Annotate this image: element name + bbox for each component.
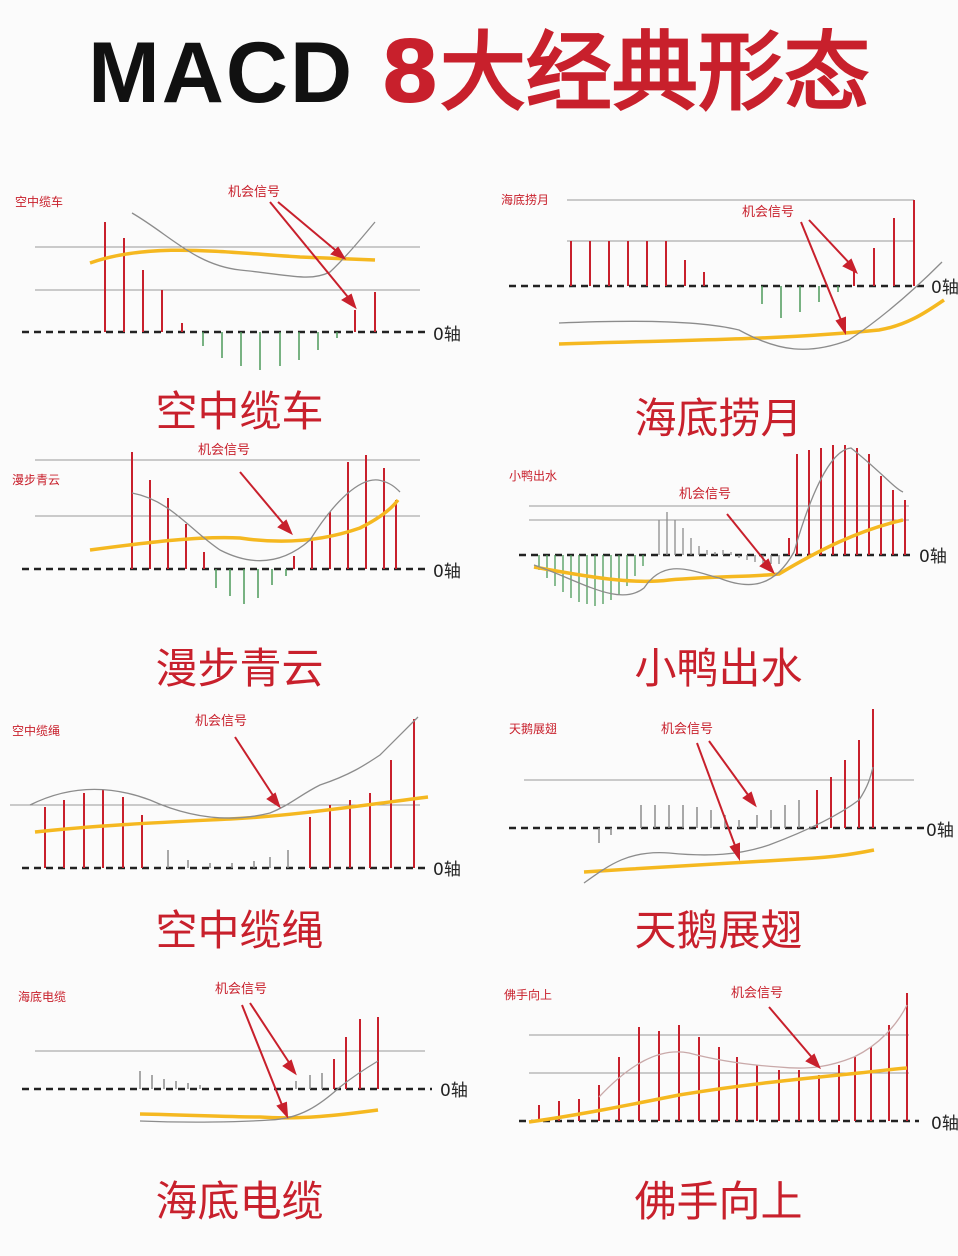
dea-line xyxy=(558,298,945,346)
panel-tag: 海底捞月 xyxy=(501,192,549,207)
signal-label: 机会信号 xyxy=(198,443,250,458)
macd-green-bars xyxy=(761,286,839,318)
macd-red-bars xyxy=(104,222,376,332)
dea-line xyxy=(583,848,875,874)
macd-red-bars xyxy=(538,993,908,1121)
pattern-caption: 空中缆绳 xyxy=(155,906,324,955)
pattern-caption: 小鸭出水 xyxy=(634,644,803,693)
panel-tag: 小鸭出水 xyxy=(509,469,557,483)
signal-label: 机会信号 xyxy=(215,982,267,997)
zero-label: 0轴 xyxy=(433,562,461,582)
dif-line xyxy=(558,261,943,350)
panel-tag: 漫步青云 xyxy=(12,473,60,487)
panel-tag: 空中缆车 xyxy=(15,194,63,209)
signal-label: 机会信号 xyxy=(228,185,280,200)
pattern-panel-haidi-laoyue: 机会信号 海底捞月 0轴 海底捞月 xyxy=(479,180,958,445)
dif-line xyxy=(533,447,904,596)
signal-arrow xyxy=(768,1006,821,1070)
signal-arrow xyxy=(800,219,858,336)
dif-line xyxy=(29,716,419,819)
macd-red-bars xyxy=(570,200,915,286)
pattern-panel-foshou-xiangshang: 机会信号 佛手向上 0轴 佛手向上 xyxy=(479,975,958,1256)
macd-diagram: 机会信号 漫步青云 0轴 xyxy=(12,443,461,604)
dea-line xyxy=(139,1108,379,1120)
dif-line xyxy=(131,479,401,562)
macd-diagram: 机会信号 空中缆绳 0轴 xyxy=(10,714,461,880)
macd-diagram: 机会信号 空中缆车 0轴 xyxy=(15,185,461,370)
signal-arrow xyxy=(696,740,757,862)
zero-label: 0轴 xyxy=(440,1081,468,1101)
pattern-caption: 空中缆车 xyxy=(155,387,324,436)
macd-diagram: 机会信号 海底电缆 0轴 xyxy=(18,982,468,1123)
zero-label: 0轴 xyxy=(931,1114,958,1134)
macd-red-bars xyxy=(44,719,415,868)
pattern-caption: 漫步青云 xyxy=(155,644,324,693)
macd-thin-bars xyxy=(598,800,800,843)
title-accent: 8大经典形态 xyxy=(380,23,870,123)
zero-label: 0轴 xyxy=(433,860,461,880)
macd-diagram: 机会信号 小鸭出水 0轴 xyxy=(509,445,947,606)
macd-thin-bars xyxy=(139,1071,323,1089)
pattern-caption: 佛手向上 xyxy=(634,1177,803,1226)
pattern-panel-tiane-zhanchi: 机会信号 天鹅展翅 0轴 天鹅展翅 xyxy=(479,705,958,960)
macd-diagram: 机会信号 佛手向上 0轴 xyxy=(504,986,958,1134)
macd-red-bars xyxy=(788,445,906,555)
pattern-panel-kongzhong-lanche: 机会信号 空中缆车 0轴 空中缆车 xyxy=(0,180,479,445)
dif-line xyxy=(583,766,874,884)
signal-arrow xyxy=(269,201,357,310)
dea-line xyxy=(89,248,376,265)
zero-label: 0轴 xyxy=(919,547,947,567)
macd-green-bars xyxy=(215,569,287,604)
zero-label: 0轴 xyxy=(926,821,954,841)
dea-line xyxy=(533,518,904,584)
panel-tag: 海底电缆 xyxy=(18,989,66,1004)
dea-line xyxy=(89,498,400,552)
title-main: MACD xyxy=(88,25,355,121)
dea-line xyxy=(528,1066,908,1124)
panel-tag: 天鹅展翅 xyxy=(509,721,557,736)
pattern-panel-manbu-qingyun: 机会信号 漫步青云 0轴 漫步青云 xyxy=(0,440,479,700)
pattern-caption: 海底电缆 xyxy=(155,1177,324,1226)
dif-line xyxy=(598,1004,908,1098)
panel-tag: 空中缆绳 xyxy=(12,723,60,738)
macd-red-bars xyxy=(131,452,397,569)
macd-thin-bars xyxy=(167,850,289,868)
macd-diagram: 机会信号 天鹅展翅 0轴 xyxy=(509,709,954,884)
signal-arrow xyxy=(726,513,775,575)
signal-label: 机会信号 xyxy=(661,722,713,737)
macd-thin-bars xyxy=(658,512,780,564)
page-title: MACD 8大经典形态 xyxy=(0,18,958,128)
dea-line xyxy=(34,795,429,834)
macd-red-bars xyxy=(333,1017,379,1089)
signal-arrow xyxy=(234,736,281,809)
signal-label: 机会信号 xyxy=(679,487,731,502)
dif-line xyxy=(139,1060,379,1123)
signal-label: 机会信号 xyxy=(742,205,794,220)
macd-green-bars xyxy=(202,332,338,370)
signal-label: 机会信号 xyxy=(731,986,783,1001)
panel-tag: 佛手向上 xyxy=(504,987,552,1002)
zero-label: 0轴 xyxy=(433,325,461,345)
dif-line xyxy=(131,212,376,278)
pattern-panel-haidi-dianlan: 机会信号 海底电缆 0轴 海底电缆 xyxy=(0,975,479,1256)
zero-label: 0轴 xyxy=(931,278,958,298)
signal-arrow xyxy=(239,471,293,536)
pattern-caption: 海底捞月 xyxy=(634,394,803,443)
pattern-panel-kongzhong-lansheng: 机会信号 空中缆绳 0轴 空中缆绳 xyxy=(0,705,479,960)
pattern-caption: 天鹅展翅 xyxy=(634,906,803,955)
signal-label: 机会信号 xyxy=(195,714,247,729)
pattern-panel-xiaoya-chushui: 机会信号 小鸭出水 0轴 小鸭出水 xyxy=(479,440,958,700)
macd-diagram: 机会信号 海底捞月 0轴 xyxy=(501,192,958,350)
signal-arrow xyxy=(241,1002,297,1119)
